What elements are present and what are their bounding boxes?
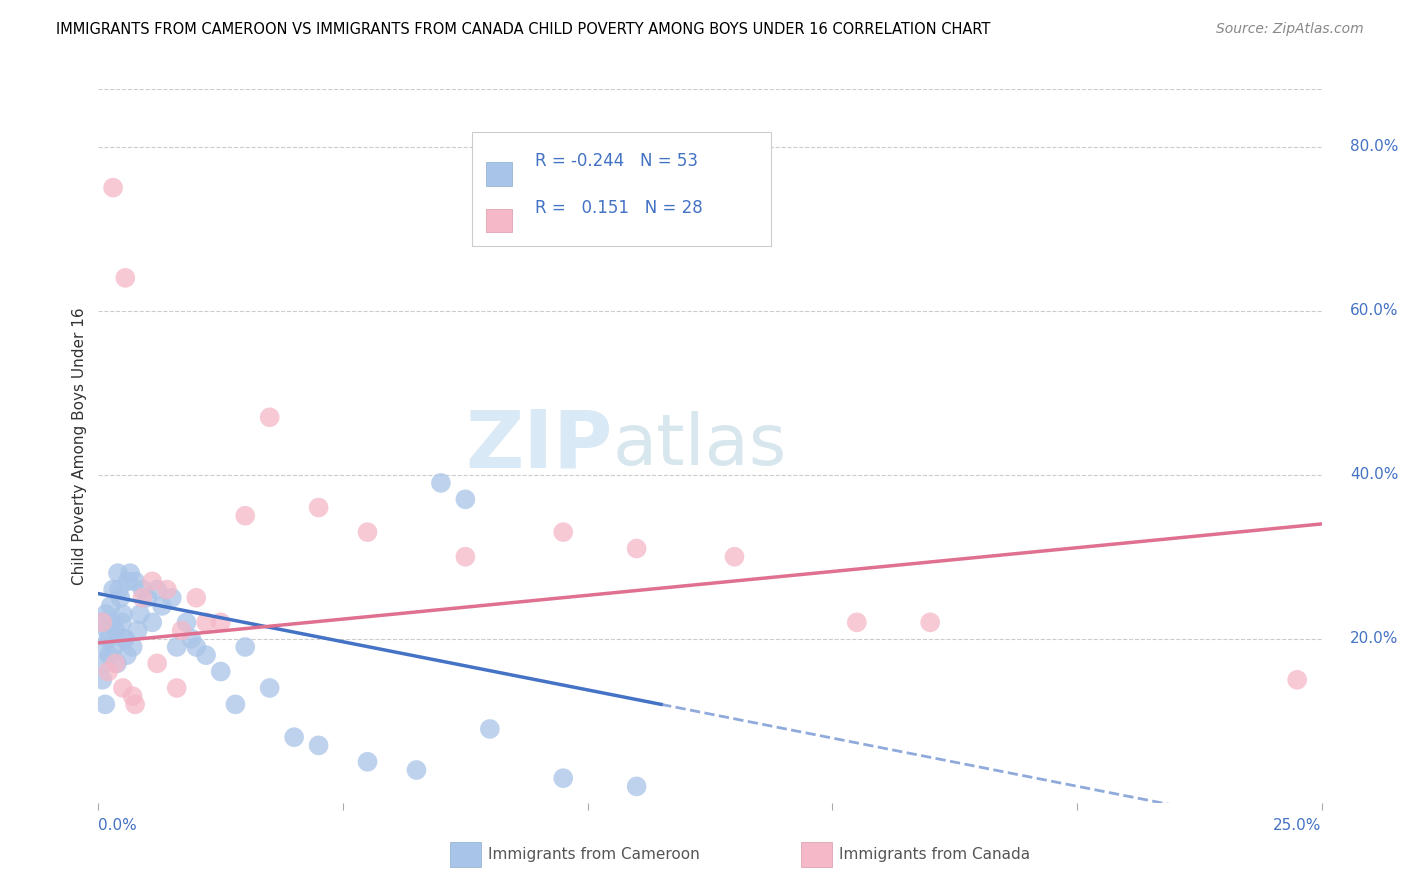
Point [101,180,124,194]
Point [105,657,128,671]
Text: 0.0%: 0.0% [98,818,138,832]
Point [405,763,427,777]
Text: 20.0%: 20.0% [1350,632,1398,647]
Point [146,657,169,671]
Point [112,632,135,646]
Point [209,615,232,630]
Point [146,582,169,597]
Point [111,681,134,695]
Text: 40.0%: 40.0% [1350,467,1398,483]
Point [131,582,153,597]
FancyBboxPatch shape [471,132,772,246]
Point [136,591,159,605]
Point [224,698,246,712]
Point [1286,673,1309,687]
Point [195,648,218,662]
Point [131,591,153,605]
Point [160,591,183,605]
Point [114,270,136,285]
Point [141,615,163,630]
Point [98,648,121,662]
Point [97,632,120,646]
Point [186,591,208,605]
Text: atlas: atlas [612,411,786,481]
FancyBboxPatch shape [486,162,512,186]
Point [170,624,193,638]
Point [626,541,648,556]
Point [454,549,477,564]
Point [626,780,648,794]
Text: Immigrants from Canada: Immigrants from Canada [839,847,1031,862]
Point [121,640,143,654]
Point [356,755,378,769]
Point [104,657,127,671]
Point [233,640,256,654]
Point [920,615,942,630]
Text: R = -0.244   N = 53: R = -0.244 N = 53 [536,153,699,170]
Point [101,582,124,597]
Point [111,615,134,630]
Point [176,615,198,630]
Point [233,508,256,523]
Point [104,624,127,638]
Point [166,681,188,695]
Point [553,771,575,785]
Point [117,574,139,589]
Point [120,566,142,581]
Text: R =   0.151   N = 28: R = 0.151 N = 28 [536,199,703,217]
Text: IMMIGRANTS FROM CAMEROON VS IMMIGRANTS FROM CANADA CHILD POVERTY AMONG BOYS UNDE: IMMIGRANTS FROM CAMEROON VS IMMIGRANTS F… [56,22,991,37]
Point [124,574,146,589]
Point [114,632,136,646]
Point [97,665,120,679]
Point [180,632,202,646]
Point [430,475,453,490]
Point [283,730,305,744]
Point [101,615,124,630]
Point [90,615,112,630]
Text: Source: ZipAtlas.com: Source: ZipAtlas.com [1216,22,1364,37]
Point [186,640,208,654]
Point [93,657,115,671]
Point [96,624,118,638]
Point [91,673,114,687]
Point [103,640,125,654]
Text: 60.0%: 60.0% [1350,303,1398,318]
Point [94,607,117,622]
Point [308,739,330,753]
Point [121,689,143,703]
Point [156,582,179,597]
Point [209,665,232,679]
Point [478,722,501,736]
Point [195,615,218,630]
Point [111,607,134,622]
Y-axis label: Child Poverty Among Boys Under 16: Child Poverty Among Boys Under 16 [72,307,87,585]
Point [259,410,281,425]
Text: 25.0%: 25.0% [1274,818,1322,832]
Point [108,582,131,597]
Point [259,681,281,695]
Text: 80.0%: 80.0% [1350,139,1398,154]
Point [107,566,129,581]
Text: ZIP: ZIP [465,407,612,485]
Point [308,500,330,515]
Point [356,525,378,540]
Point [129,607,152,622]
FancyBboxPatch shape [486,209,512,232]
Text: Immigrants from Cameroon: Immigrants from Cameroon [488,847,700,862]
Point [127,624,149,638]
Point [845,615,868,630]
Point [110,591,132,605]
Point [454,492,477,507]
Point [723,549,745,564]
Point [91,640,114,654]
Point [91,615,114,630]
Point [553,525,575,540]
Point [115,648,138,662]
Point [94,698,117,712]
Point [124,698,146,712]
Point [166,640,188,654]
Point [150,599,173,613]
Point [100,599,122,613]
Point [141,574,163,589]
